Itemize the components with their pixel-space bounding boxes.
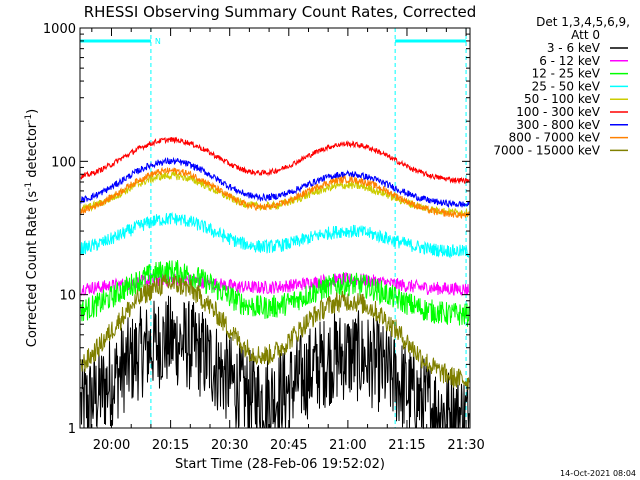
series-line — [80, 259, 470, 327]
plot-frame — [79, 27, 471, 429]
y-axis-label-sup: -1 — [24, 182, 34, 191]
y-axis-label-part: Corrected Count Rate (s — [25, 191, 40, 348]
x-tick-label: 21:15 — [388, 438, 425, 453]
x-axis: 20:00 20:15 20:30 20:45 21:00 21:15 21:30 — [91, 28, 485, 453]
legend-label: 800 - 7000 keV — [509, 131, 601, 145]
legend-header: Det 1,3,4,5,6,9, — [536, 15, 630, 29]
y-axis: 1 10 100 1000 — [43, 22, 470, 437]
legend-header: Att 0 — [571, 28, 600, 42]
y-axis-label-part: ) — [25, 109, 40, 114]
series-line — [80, 211, 470, 259]
series-line — [80, 136, 470, 185]
x-tick-label: 20:15 — [152, 438, 189, 453]
x-tick-label: 20:30 — [211, 438, 248, 453]
legend-label: 25 - 50 keV — [532, 79, 601, 93]
x-tick-label: 21:30 — [447, 438, 484, 453]
legend-label: 12 - 25 keV — [532, 67, 601, 81]
x-tick-label: 21:00 — [329, 438, 366, 453]
saa-marker-label: N — [155, 37, 161, 46]
y-tick-label: 10 — [59, 289, 76, 304]
x-axis-label: Start Time (28-Feb-06 19:52:02) — [175, 457, 385, 472]
legend-label: 300 - 800 keV — [516, 118, 600, 132]
plot-area: N — [80, 28, 470, 430]
series-line — [80, 166, 470, 220]
timestamp: 14-Oct-2021 08:04 — [560, 469, 636, 478]
x-tick-label: 20:00 — [93, 438, 130, 453]
series-line — [80, 274, 470, 391]
y-axis-label: Corrected Count Rate (s-1 detector-1) — [24, 109, 40, 347]
y-axis-label-part: detector — [25, 122, 40, 182]
legend-label: 100 - 300 keV — [516, 105, 600, 119]
legend-label: 6 - 12 keV — [539, 54, 601, 68]
legend-label: 3 - 6 keV — [547, 41, 601, 55]
y-tick-label: 1000 — [43, 22, 76, 37]
chart-title: RHESSI Observing Summary Count Rates, Co… — [84, 3, 477, 21]
y-axis-label-sup: -1 — [24, 114, 34, 123]
y-tick-label: 100 — [51, 155, 76, 170]
y-tick-label: 1 — [68, 422, 76, 437]
legend-label: 50 - 100 keV — [524, 92, 601, 106]
x-tick-label: 20:45 — [270, 438, 307, 453]
series-line — [80, 156, 470, 208]
series-line — [80, 170, 470, 218]
legend-label: 7000 - 15000 keV — [493, 143, 600, 157]
